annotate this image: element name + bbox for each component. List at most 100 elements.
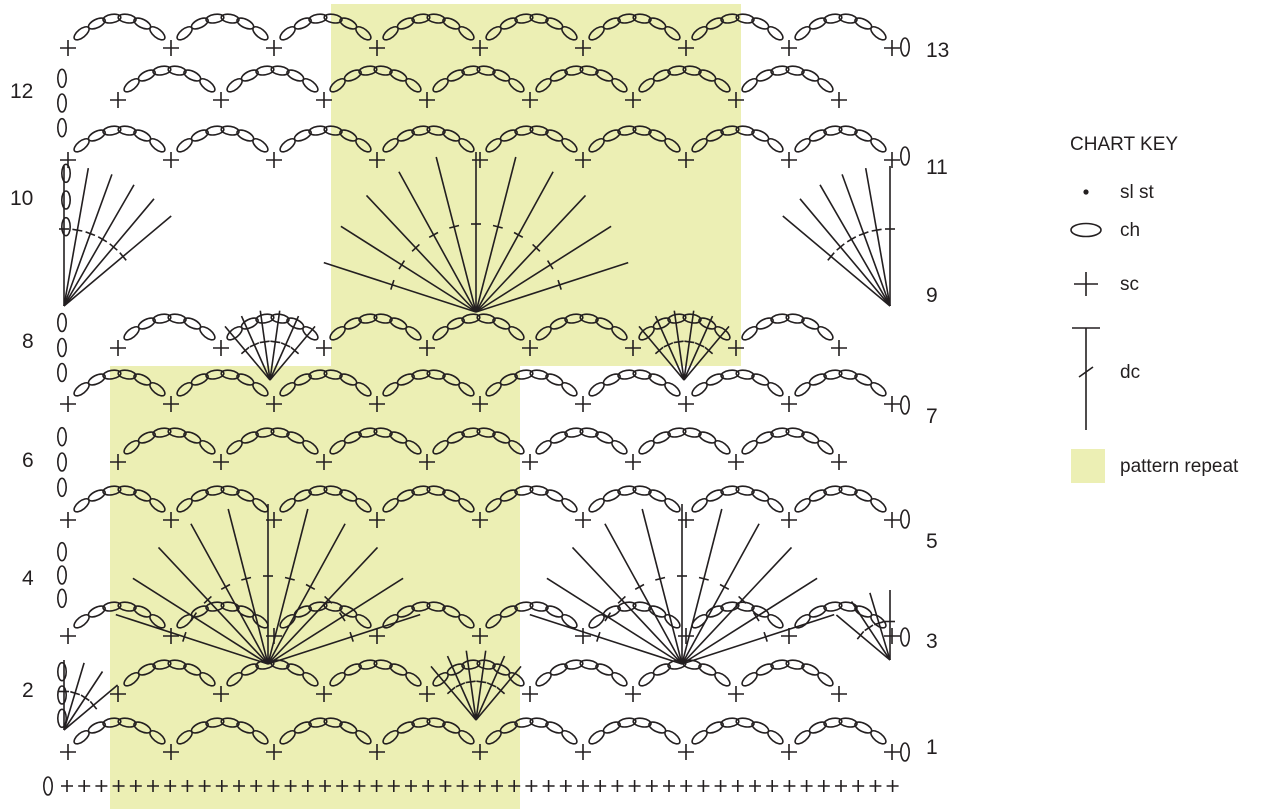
chain-stitch	[735, 13, 755, 24]
double-crochet-tick	[596, 631, 601, 642]
single-crochet-stitch	[316, 92, 332, 108]
double-crochet-stitch	[869, 592, 891, 661]
chain-stitch	[252, 729, 269, 745]
double-crochet-stitch	[604, 523, 683, 665]
chain-stitch	[426, 369, 446, 380]
chain-stitch	[373, 313, 393, 324]
row-numbers-left: 2 4 6 8 10 12	[10, 80, 34, 702]
single-crochet-stitch	[472, 396, 488, 412]
single-crochet-stitch	[831, 340, 847, 356]
double-crochet-stitch	[864, 167, 891, 307]
chain-stitch	[255, 65, 275, 76]
chain-stitch	[720, 601, 740, 612]
single-crochet-stitch	[611, 780, 624, 792]
chain-stitch	[785, 427, 805, 438]
double-crochet-stitch	[841, 174, 891, 307]
row-number-4: 4	[22, 567, 34, 590]
chain-stitch	[56, 588, 67, 609]
chain-stitch	[564, 313, 584, 324]
single-crochet-stitch	[697, 780, 710, 792]
chain-stitch	[373, 65, 393, 76]
double-crochet-tick	[72, 228, 83, 232]
single-crochet-stitch	[728, 92, 744, 108]
double-crochet-stitch	[435, 156, 477, 313]
chain-stitch	[514, 13, 534, 24]
double-crochet-tick	[305, 583, 316, 591]
chain-stitch	[396, 605, 415, 618]
double-crochet-stitch	[63, 662, 85, 731]
double-crochet-tick	[492, 224, 503, 229]
single-crochet-stitch	[267, 780, 280, 792]
chain-stitch	[373, 659, 393, 670]
single-crochet-stitch	[781, 40, 797, 56]
double-crochet-stitch	[475, 655, 506, 721]
chain-stitch	[564, 659, 584, 670]
slip-stitch-dot-icon	[1083, 189, 1089, 195]
row-number-8: 8	[22, 330, 34, 353]
chain-stitch	[293, 489, 312, 502]
chain-stitch	[396, 721, 415, 734]
single-crochet-stitch	[163, 152, 179, 168]
chain-stitch	[323, 717, 343, 728]
chain-stitch	[720, 369, 740, 380]
chain-stitch	[458, 497, 475, 513]
double-crochet-tick	[398, 260, 406, 270]
chain-stitch	[602, 489, 621, 502]
double-crochet-tick	[752, 612, 760, 622]
single-crochet-stitch	[316, 340, 332, 356]
chain-stitch	[42, 776, 53, 796]
single-crochet-stitch	[783, 780, 796, 792]
chain-stitch	[514, 369, 534, 380]
chain-stitch	[632, 369, 652, 380]
stitch-grid	[42, 13, 910, 796]
chain-stitch	[56, 565, 67, 585]
chain-stitch	[808, 373, 827, 386]
single-crochet-stitch	[250, 780, 263, 792]
double-crochet-tick	[617, 595, 626, 604]
double-crochet-stitch	[63, 684, 119, 731]
chain-stitch	[405, 439, 422, 455]
single-crochet-stitch	[781, 396, 797, 412]
single-crochet-stitch	[472, 152, 488, 168]
chain-stitch	[514, 485, 534, 496]
single-crochet-cross-icon	[1074, 272, 1098, 296]
single-crochet-stitch	[213, 686, 229, 702]
chain-stitch	[167, 659, 187, 670]
chain-stitch	[405, 77, 422, 93]
double-crochet-tick	[684, 340, 695, 344]
single-crochet-stitch	[817, 780, 830, 792]
single-crochet-stitch	[316, 454, 332, 470]
chain-stitch	[102, 125, 122, 136]
single-crochet-stitch	[369, 152, 385, 168]
double-crochet-tick	[836, 243, 845, 251]
double-crochet-tick	[349, 631, 354, 642]
double-crochet-tick	[738, 595, 747, 604]
chain-stitch	[199, 671, 216, 687]
chain-stitch	[152, 659, 172, 670]
double-crochet-stitch	[683, 315, 714, 381]
single-crochet-stitch	[369, 396, 385, 412]
double-crochet-stitch	[799, 198, 891, 307]
double-crochet-stitch	[240, 315, 271, 381]
single-crochet-stitch	[522, 92, 538, 108]
single-crochet-stitch	[181, 780, 194, 792]
chain-stitch	[652, 431, 671, 444]
chain-stitch	[770, 65, 790, 76]
double-crochet-stitch	[267, 613, 421, 665]
chain-stitch	[87, 605, 106, 618]
single-crochet-stitch	[419, 340, 435, 356]
double-crochet-tick	[532, 243, 541, 252]
chain-stitch	[705, 489, 724, 502]
chain-stitch	[355, 497, 372, 513]
double-crochet-stitch	[63, 198, 155, 307]
double-crochet-tick	[259, 340, 270, 344]
chain-stitch	[220, 717, 240, 728]
chain-stitch	[817, 77, 834, 93]
chain-stitch	[56, 337, 67, 358]
chain-stitch	[117, 13, 137, 24]
single-crochet-stitch	[749, 780, 761, 792]
double-crochet-stitch	[681, 508, 723, 665]
single-crochet-stitch	[575, 396, 591, 412]
single-crochet-stitch	[522, 340, 538, 356]
double-crochet-stitch	[132, 577, 269, 665]
